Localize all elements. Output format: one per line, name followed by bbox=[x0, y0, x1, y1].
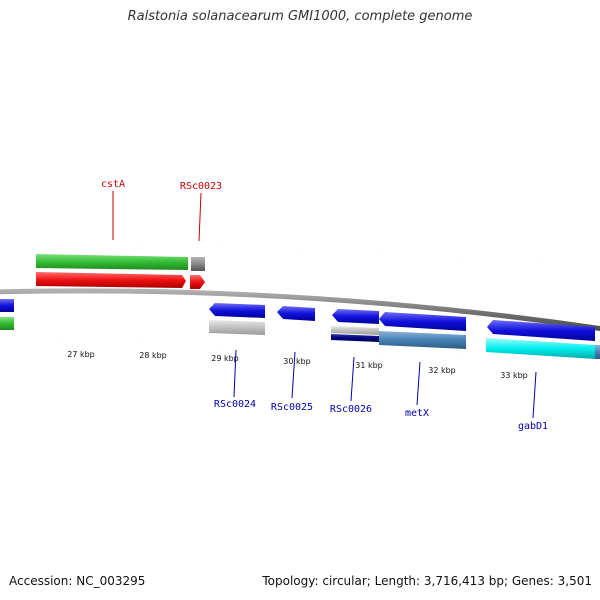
scale-label: 28 kbp bbox=[139, 351, 167, 360]
feature-RSc0026-cds[interactable] bbox=[332, 309, 379, 324]
gene-label-RSc0023[interactable]: RSc0023 bbox=[180, 181, 222, 192]
leader-RSc0024 bbox=[233, 349, 237, 398]
feature-RSc0024-cds[interactable] bbox=[209, 303, 265, 318]
feature-RSc0026-cog-b[interactable] bbox=[331, 334, 379, 342]
gene-label-gabD1[interactable]: gabD1 bbox=[518, 421, 548, 432]
feature-left-edge-cog[interactable] bbox=[0, 317, 14, 330]
inner-tick-row bbox=[7, 335, 581, 366]
feature-RSc0023-cog[interactable] bbox=[191, 257, 205, 271]
leader-RSc0023 bbox=[198, 192, 202, 242]
gene-label-metX[interactable]: metX bbox=[405, 408, 429, 419]
gene-label-cstA[interactable]: cstA bbox=[101, 179, 125, 190]
leader-gabD1 bbox=[532, 371, 537, 419]
feature-RSc0024-cog[interactable] bbox=[209, 320, 265, 335]
feature-gabD1-cds[interactable] bbox=[487, 320, 595, 341]
gene-labels: cstA RSc0023 RSc0024 RSc0025 RSc0026 met… bbox=[101, 179, 548, 432]
gene-label-RSc0025[interactable]: RSc0025 bbox=[271, 402, 313, 413]
feature-metX-cds[interactable] bbox=[379, 312, 466, 331]
scale-label: 33 kbp bbox=[500, 371, 528, 380]
leader-metX bbox=[416, 361, 421, 406]
feature-gabD1-cog[interactable] bbox=[486, 338, 595, 359]
feature-cstA-cds[interactable] bbox=[36, 272, 186, 288]
reverse-features bbox=[0, 299, 600, 359]
feature-metX-cog[interactable] bbox=[379, 331, 466, 349]
feature-RSc0026-cog-a[interactable] bbox=[331, 326, 379, 335]
scale-labels: 27 kbp 28 kbp 29 kbp 30 kbp 31 kbp 32 kbp 33 k… bbox=[67, 350, 528, 380]
leader-RSc0025 bbox=[291, 351, 296, 399]
outer-tick-row bbox=[7, 240, 581, 266]
scale-label: 30 kbp bbox=[283, 357, 311, 366]
feature-right-edge-cog[interactable] bbox=[595, 345, 600, 359]
feature-cstA-cog[interactable] bbox=[36, 254, 188, 270]
scale-label: 27 kbp bbox=[67, 350, 95, 359]
gene-label-RSc0026[interactable]: RSc0026 bbox=[330, 404, 372, 415]
feature-RSc0025-cds[interactable] bbox=[277, 306, 315, 321]
forward-features bbox=[36, 254, 205, 289]
feature-left-edge-cds[interactable] bbox=[0, 299, 14, 312]
feature-RSc0023-cds[interactable] bbox=[190, 275, 205, 289]
genome-backbone bbox=[0, 288, 600, 332]
scale-label: 31 kbp bbox=[355, 361, 383, 370]
label-leaders bbox=[112, 191, 537, 419]
genome-summary-text: Topology: circular; Length: 3,716,413 bp… bbox=[262, 574, 592, 588]
gene-label-RSc0024[interactable]: RSc0024 bbox=[214, 399, 256, 410]
scale-label: 32 kbp bbox=[428, 366, 456, 375]
scale-label: 29 kbp bbox=[211, 354, 239, 363]
leader-RSc0026 bbox=[350, 356, 355, 402]
map-title: Ralstonia solanacearum GMI1000, complete… bbox=[127, 9, 473, 24]
accession-text: Accession: NC_003295 bbox=[9, 574, 146, 588]
